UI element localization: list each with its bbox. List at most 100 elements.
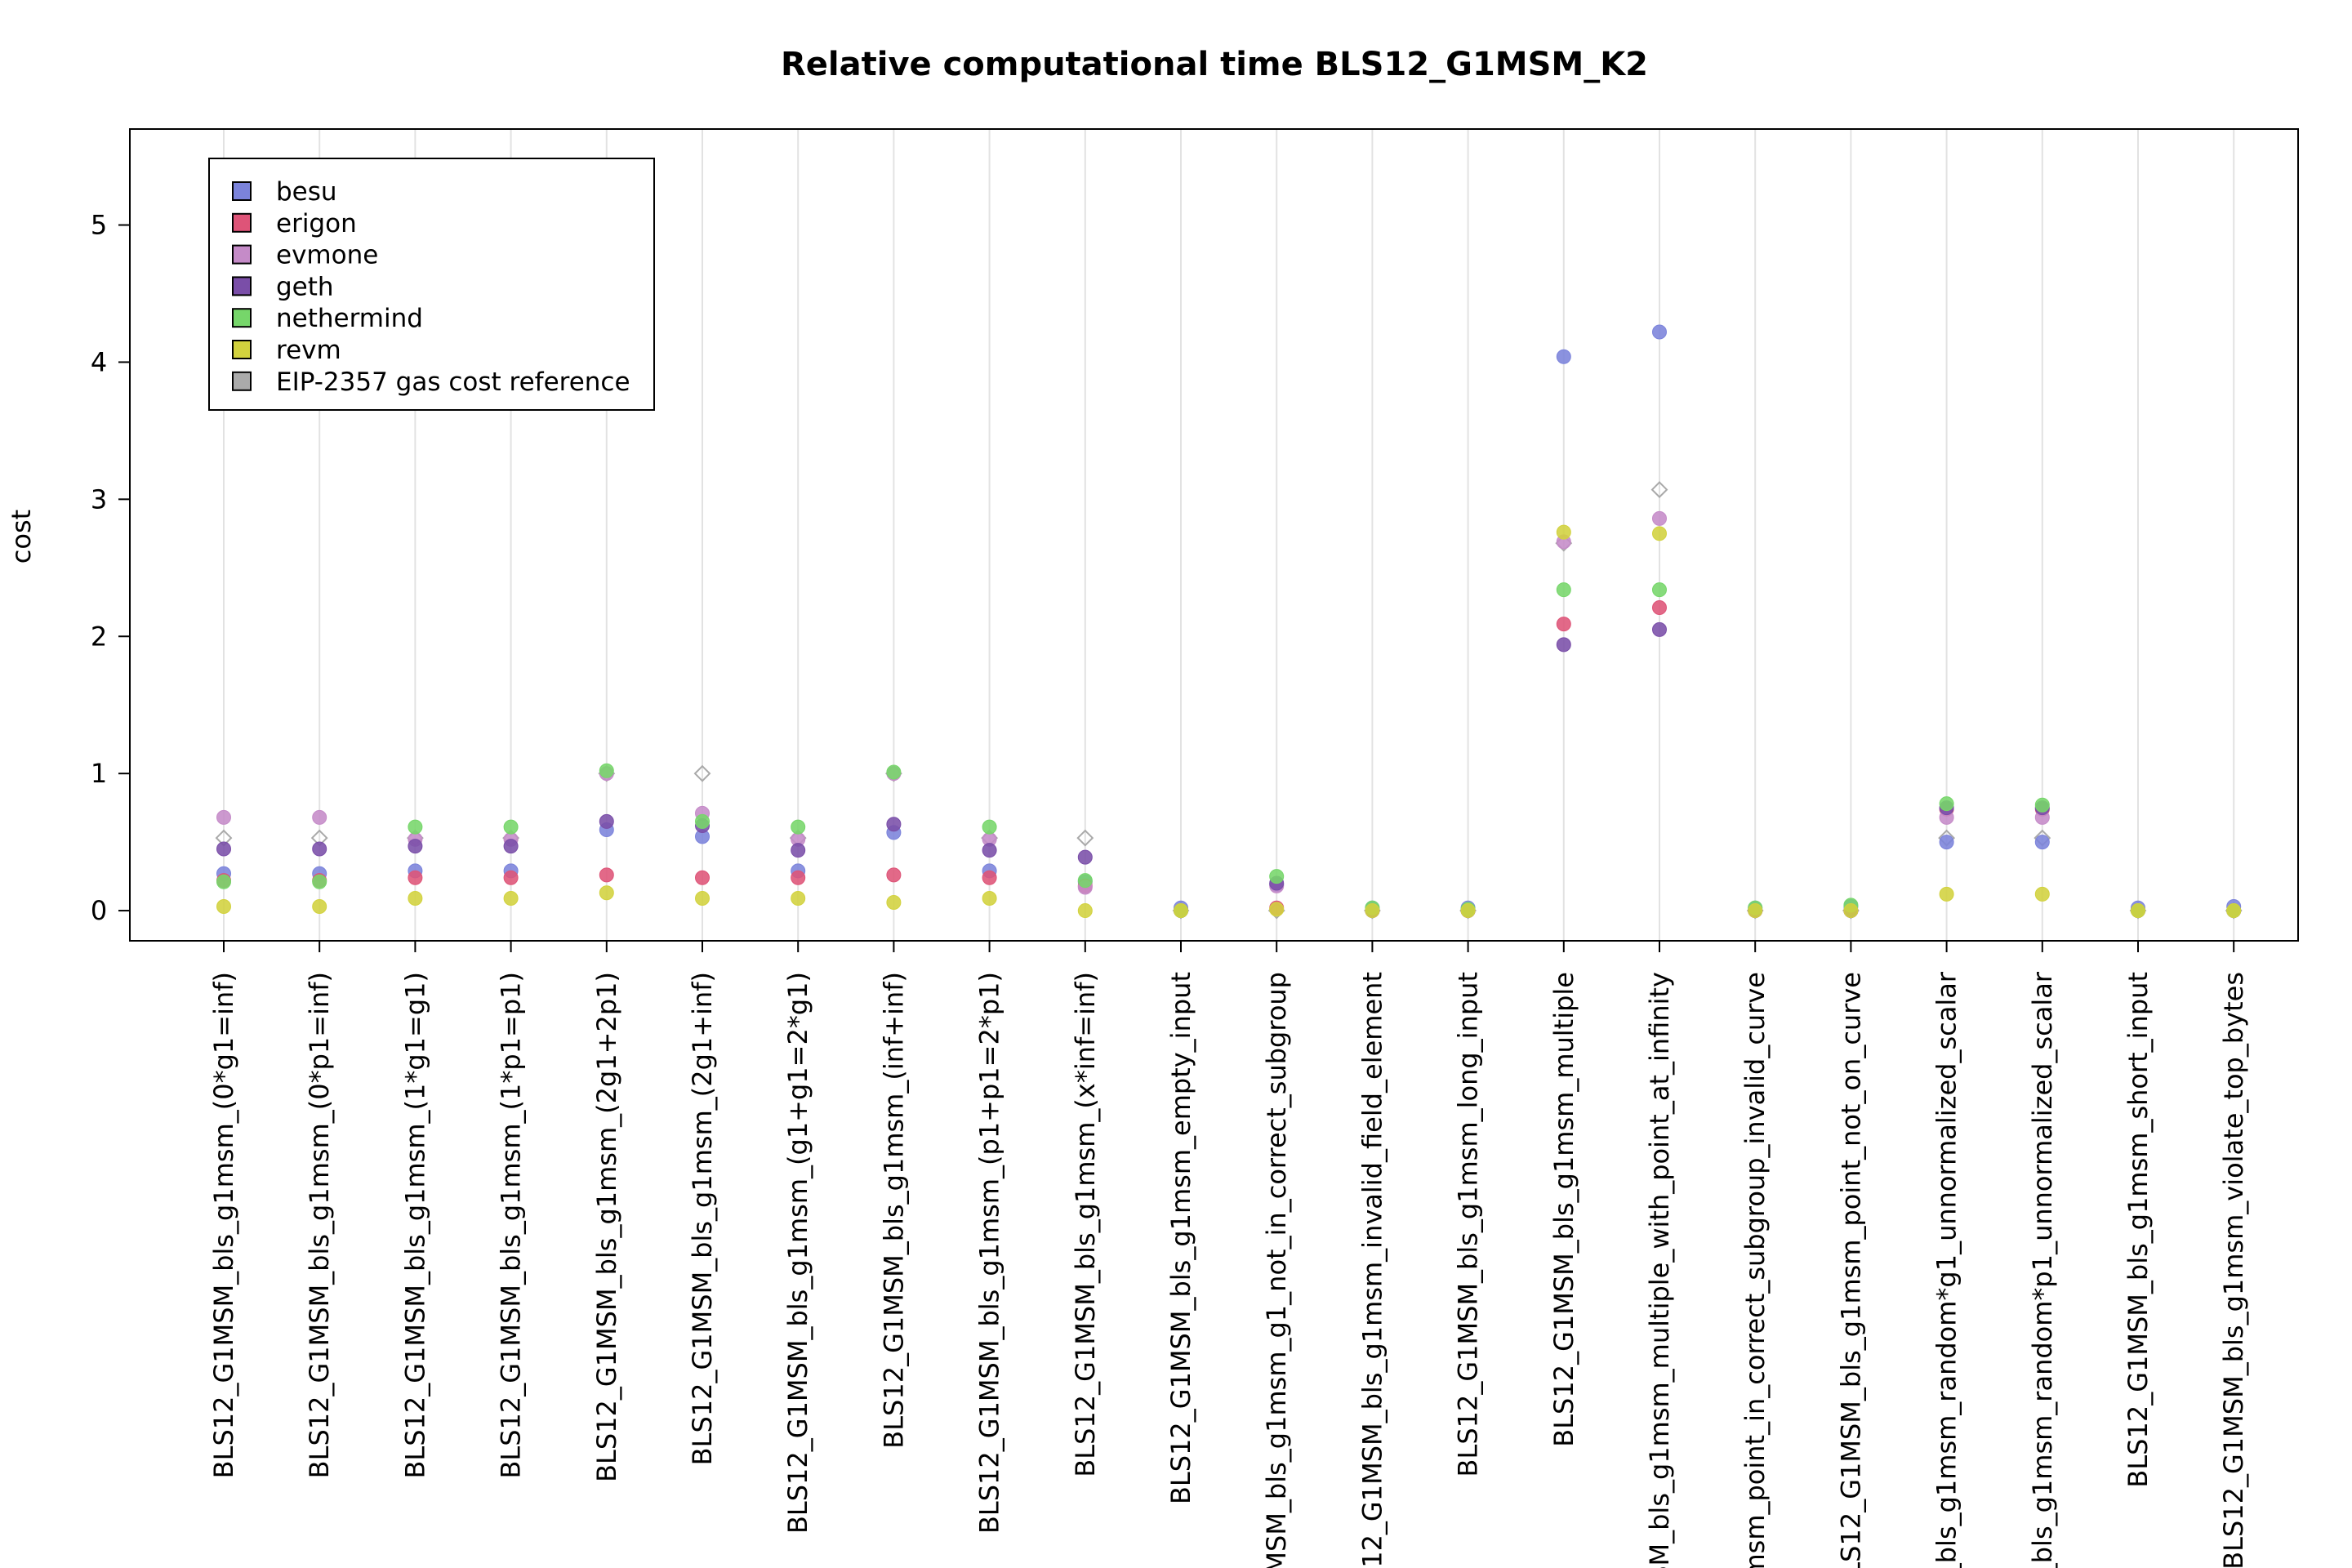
legend-box: [208, 158, 655, 411]
data-points: [215, 324, 2243, 920]
point-revm: [982, 890, 997, 906]
point-geth: [886, 817, 902, 832]
point-nethermind: [408, 819, 423, 835]
y-axis-label: cost: [6, 510, 37, 564]
x-tick-label: BLS12_G1MSM_bls_g1msm_empty_input: [1165, 972, 1196, 1504]
point-nethermind: [503, 819, 519, 835]
point-revm: [2226, 903, 2242, 919]
chart-title: Relative computational time BLS12_G1MSM_…: [781, 46, 1648, 83]
point-geth: [1077, 849, 1093, 865]
point-erigon: [408, 870, 423, 885]
x-tick-label: BLS12_G1MSM_bls_g1msm_random*g1_unnormal…: [1931, 971, 1962, 1568]
point-evmone: [312, 809, 327, 825]
y-tick-label: 1: [91, 758, 107, 789]
legend-label: geth: [276, 272, 334, 301]
point-erigon: [982, 870, 997, 885]
point-revm: [1652, 526, 1667, 541]
point-nethermind: [886, 764, 902, 780]
point-besu: [2034, 835, 2050, 850]
legend-swatch: [232, 371, 252, 391]
reference-point: [1076, 829, 1094, 847]
y-tick-label: 3: [91, 483, 107, 514]
x-tick-label: BLS12_G1MSM_bls_g1msm_(2g1+inf): [687, 972, 718, 1465]
point-geth: [791, 843, 806, 858]
y-tick-label: 2: [91, 621, 107, 652]
point-revm: [2034, 886, 2050, 902]
point-revm: [1843, 903, 1859, 919]
point-revm: [599, 885, 614, 901]
legend-swatch: [232, 212, 252, 233]
point-nethermind: [982, 819, 997, 835]
point-nethermind: [1269, 869, 1285, 884]
y-axis: 0 1 2 3 4 5: [91, 210, 131, 926]
point-geth: [599, 813, 614, 829]
reference-point: [1650, 481, 1668, 499]
x-tick-label: BLS12_G1MSM_bls_g1msm_long_input: [1453, 972, 1484, 1477]
point-nethermind: [1077, 873, 1093, 889]
point-nethermind: [695, 813, 710, 829]
point-revm: [312, 899, 327, 915]
x-tick-label: BLS12_G1MSM_bls_g1msm_g1_not_in_correct_…: [1261, 972, 1292, 1568]
x-axis: BLS12_G1MSM_bls_g1msm_(0*g1=inf) BLS12_G1…: [208, 941, 2249, 1568]
x-tick-label: BLS12_G1MSM_bls_g1msm_(2g1+2p1): [591, 972, 622, 1482]
point-revm: [791, 890, 806, 906]
point-erigon: [1652, 599, 1667, 615]
point-revm: [1748, 903, 1763, 919]
legend-label: revm: [276, 336, 341, 365]
x-tick-label: BLS12_G1MSM_bls_g1msm_(0*p1=inf): [304, 972, 335, 1478]
point-revm: [1269, 902, 1285, 917]
point-besu: [1556, 349, 1571, 364]
point-revm: [1077, 903, 1093, 919]
legend-swatch: [232, 276, 252, 296]
point-geth: [216, 841, 231, 857]
x-tick-label: BLS12_G1MSM_bls_g1msm_(1*p1=p1): [496, 972, 527, 1479]
point-geth: [982, 843, 997, 858]
point-nethermind: [1939, 796, 1954, 812]
point-revm: [1939, 886, 1954, 902]
point-revm: [503, 890, 519, 906]
point-revm: [1365, 903, 1380, 919]
legend-label: evmone: [276, 241, 378, 270]
legend-label: erigon: [276, 209, 357, 238]
x-tick-label: BLS12_G1MSM_bls_g1msm_(0*g1=inf): [208, 972, 239, 1478]
legend-swatch: [232, 340, 252, 359]
x-tick-label: BLS12_G1MSM_bls_g1msm_(1*g1=g1): [399, 972, 430, 1479]
point-geth: [312, 841, 327, 857]
legend-swatch: [232, 181, 252, 201]
legend-swatch: [232, 244, 252, 265]
point-nethermind: [2034, 797, 2050, 813]
point-revm: [1174, 903, 1188, 919]
x-tick-label: BLS12_G1MSM_bls_g1msm_short_input: [2123, 972, 2154, 1488]
point-geth: [1556, 637, 1571, 653]
point-besu: [1652, 324, 1667, 340]
point-geth: [408, 839, 423, 854]
x-tick-label: BLS12_G1MSM_bls_g1msm_(p1+p1=2*p1): [974, 972, 1005, 1534]
point-revm: [1556, 524, 1571, 540]
point-revm: [886, 894, 902, 910]
x-tick-label: BLS12_G1MSM_bls_g1msm_(inf+inf): [878, 972, 909, 1449]
point-nethermind: [791, 819, 806, 835]
y-tick-label: 4: [91, 346, 107, 377]
legend-label: EIP-2357 gas cost reference: [276, 368, 630, 397]
point-nethermind: [1556, 582, 1571, 598]
x-tick-label: BLS12_G1MSM_bls_g1msm_multiple: [1548, 972, 1579, 1447]
legend-label: besu: [276, 177, 337, 207]
point-revm: [2131, 903, 2145, 919]
point-geth: [1652, 621, 1667, 637]
point-revm: [1460, 903, 1476, 919]
point-evmone: [216, 809, 231, 825]
point-erigon: [1556, 617, 1571, 632]
point-geth: [503, 839, 519, 854]
point-nethermind: [312, 874, 327, 889]
point-besu: [1939, 835, 1954, 850]
reference-point: [693, 764, 711, 782]
legend-swatch: [232, 308, 252, 328]
point-erigon: [503, 870, 519, 885]
x-tick-label: BLS12_G1MSM_bls_g1msm_(g1+g1=2*g1): [782, 972, 813, 1534]
point-nethermind: [1652, 582, 1667, 598]
x-tick-label: BLS12_G1MSM_bls_g1msm_point_not_on_curve: [1835, 972, 1866, 1568]
x-tick-label: BLS12_G1MSM_bls_g1msm_(x*inf=inf): [1070, 972, 1101, 1477]
gridlines: [223, 129, 2235, 941]
